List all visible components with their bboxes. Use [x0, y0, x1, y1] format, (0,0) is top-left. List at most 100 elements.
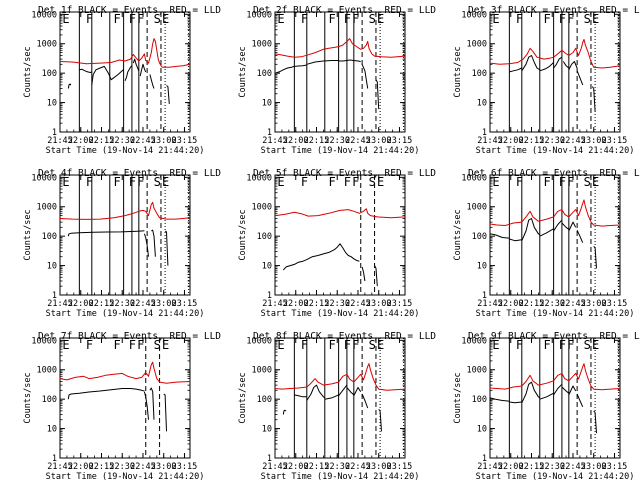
- x-tick-label: 22:15: [304, 462, 330, 472]
- events-series-line: [67, 230, 145, 237]
- y-tick-label: 10000: [246, 173, 272, 183]
- events-series-line: [361, 64, 369, 89]
- x-tick-label: 23:15: [172, 462, 198, 472]
- x-tick-label: 22:45: [560, 299, 586, 309]
- events-series-line: [378, 409, 382, 432]
- interval-marker-label: S: [584, 12, 591, 26]
- events-series-line: [294, 394, 307, 398]
- interval-marker-label: F: [86, 12, 93, 26]
- panel-title: Det 4f BLACK = Events, RED = LLD: [38, 168, 221, 179]
- x-tick-label: 22:00: [283, 462, 309, 472]
- y-axis-label: Counts/sec: [238, 209, 248, 260]
- events-series-line: [591, 86, 596, 112]
- x-tick-label: 22:45: [560, 462, 586, 472]
- y-tick-label: 100: [42, 69, 57, 79]
- panel-title: Det 3f BLACK = Events, RED = LLD: [468, 5, 640, 16]
- y-tick-label: 100: [472, 395, 487, 405]
- detector-panel: Det 4f BLACK = Events, RED = LLD 1 10 100 10…: [23, 168, 221, 319]
- y-tick-label: 1: [482, 128, 487, 138]
- x-tick-label: 22:00: [283, 299, 309, 309]
- x-tick-label: 22:15: [89, 299, 115, 309]
- events-series-line: [553, 219, 563, 232]
- y-tick-label: 100: [42, 395, 57, 405]
- lld-series-line: [489, 199, 621, 227]
- x-tick-label: 23:00: [151, 136, 177, 146]
- interval-marker-label: E: [377, 12, 384, 26]
- x-tick-label: 22:00: [498, 136, 524, 146]
- y-tick-label: 10: [477, 425, 487, 435]
- interval-marker-label: F: [344, 12, 351, 26]
- y-axis-label: Counts/sec: [238, 46, 248, 97]
- x-tick-label: 22:30: [324, 462, 350, 472]
- y-tick-label: 1: [482, 291, 487, 301]
- y-tick-label: 1: [267, 454, 272, 464]
- y-tick-label: 100: [257, 395, 272, 405]
- interval-marker-label: E: [377, 338, 384, 352]
- events-series-line: [361, 393, 369, 409]
- x-tick-label: 22:15: [304, 136, 330, 146]
- detector-panel: Det 2f BLACK = Events, RED = LLD 1 10 100 10…: [238, 5, 436, 156]
- y-axis-label: Counts/sec: [23, 209, 33, 260]
- y-tick-label: 1: [52, 128, 57, 138]
- y-tick-label: 100: [257, 69, 272, 79]
- y-tick-label: 1000: [252, 203, 272, 213]
- x-tick-label: 21:45: [47, 136, 73, 146]
- events-series-line: [593, 410, 597, 434]
- interval-marker-label: E: [162, 12, 169, 26]
- interval-marker-label: F: [301, 12, 308, 26]
- panel-title: Det 5f BLACK = Events, RED = LLD: [253, 168, 436, 179]
- interval-marker-label: F: [559, 12, 566, 26]
- events-series-line: [324, 394, 339, 400]
- detector-panel: Det 3f BLACK = Events, RED = LLD 1 10 100 10…: [453, 5, 640, 156]
- events-series-line: [509, 67, 523, 73]
- events-series-line: [338, 384, 348, 397]
- x-tick-label: 21:45: [477, 136, 503, 146]
- interval-marker-label: F: [129, 338, 136, 352]
- events-series-line: [143, 233, 149, 257]
- events-series-line: [509, 238, 522, 242]
- y-tick-label: 10000: [31, 173, 57, 183]
- interval-marker-label: E: [162, 175, 169, 189]
- events-series-line: [67, 388, 145, 400]
- x-tick-label: 23:15: [602, 136, 628, 146]
- y-tick-label: 100: [42, 232, 57, 242]
- plot-frame: [59, 11, 191, 133]
- x-tick-label: 23:15: [172, 299, 198, 309]
- interval-marker-label: F: [329, 338, 336, 352]
- x-tick-label: 23:00: [366, 136, 392, 146]
- events-series-line: [166, 85, 170, 104]
- interval-marker-label: F: [301, 338, 308, 352]
- events-series-line: [568, 221, 577, 232]
- detector-panel: Det 7f BLACK = Events, RED = LLD 1 10 100 10…: [23, 331, 221, 480]
- x-tick-label: 23:15: [387, 299, 413, 309]
- y-tick-label: 10: [262, 425, 272, 435]
- x-tick-label: 23:00: [366, 299, 392, 309]
- y-tick-label: 1: [482, 454, 487, 464]
- interval-marker-label: S: [154, 338, 161, 352]
- x-tick-label: 22:30: [109, 462, 135, 472]
- x-tick-label: 22:30: [539, 462, 565, 472]
- interval-marker-label: F: [559, 338, 566, 352]
- y-tick-label: 10: [477, 262, 487, 272]
- interval-marker-label: F: [329, 12, 336, 26]
- events-series-line: [521, 381, 541, 404]
- x-tick-label: 22:30: [109, 299, 135, 309]
- panel-title: Det 9f BLACK = Events, RED = LLD: [468, 331, 640, 342]
- interval-marker-label: S: [154, 175, 161, 189]
- lld-series-line: [59, 38, 191, 68]
- x-tick-label: 22:45: [345, 136, 371, 146]
- y-axis-label: Counts/sec: [453, 209, 463, 260]
- x-tick-label: 22:45: [130, 299, 156, 309]
- events-series-line: [139, 63, 147, 77]
- events-series-line: [282, 243, 360, 271]
- x-tick-label: 23:15: [387, 462, 413, 472]
- x-tick-label: 22:45: [130, 136, 156, 146]
- x-tick-label: 23:00: [581, 299, 607, 309]
- interval-marker-label: F: [544, 175, 551, 189]
- x-axis-label: Start Time (19-Nov-14 21:44:20): [46, 309, 205, 319]
- x-tick-label: 22:45: [130, 462, 156, 472]
- events-series-line: [306, 60, 339, 65]
- events-series-line: [79, 68, 92, 73]
- x-tick-label: 22:15: [304, 299, 330, 309]
- x-tick-label: 21:45: [262, 462, 288, 472]
